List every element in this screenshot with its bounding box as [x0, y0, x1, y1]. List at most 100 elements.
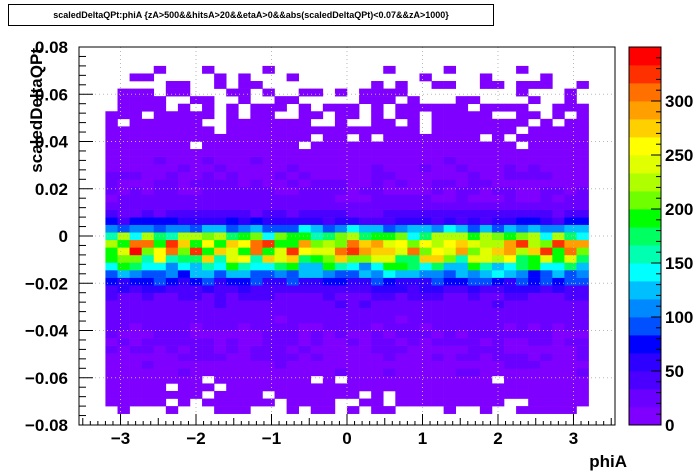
heatmap-cell [214, 353, 227, 362]
heatmap-cell [383, 156, 396, 165]
heatmap-cell [383, 186, 396, 195]
heatmap-cell [334, 345, 348, 354]
heatmap-cell [504, 353, 517, 362]
heatmap-cell [504, 330, 517, 339]
colorbar-tick-label: 100 [665, 308, 693, 327]
y-tick-label: 0 [59, 227, 68, 246]
heatmap-cell [250, 179, 263, 188]
heatmap-cell [177, 209, 191, 218]
heatmap-cell [576, 141, 589, 150]
heatmap-cell [564, 194, 577, 203]
heatmap-cell [274, 254, 287, 263]
heatmap-cell [516, 375, 529, 384]
heatmap-cell [395, 111, 408, 120]
heatmap-cell [298, 217, 312, 225]
heatmap-cell [528, 194, 541, 203]
heatmap-cell [552, 390, 565, 399]
heatmap-cell [443, 360, 457, 369]
heatmap-cell [419, 270, 432, 278]
heatmap-cell [443, 406, 457, 414]
heatmap-cell [322, 126, 336, 135]
heatmap-cell [564, 239, 577, 248]
heatmap-cell [504, 217, 517, 225]
x-axis-title: phiA [589, 452, 627, 471]
heatmap-cell [479, 375, 493, 384]
heatmap-cell [540, 247, 553, 256]
heatmap-cell [491, 164, 505, 173]
heatmap-cell [274, 164, 287, 173]
heatmap-cell [576, 277, 589, 286]
heatmap-cell [431, 285, 444, 293]
heatmap-cell [177, 262, 191, 271]
heatmap-cell [540, 330, 553, 339]
heatmap-cell [250, 81, 263, 89]
heatmap-cell [467, 254, 481, 263]
heatmap-cell [262, 65, 275, 74]
heatmap-cell [407, 217, 420, 225]
heatmap-cell [105, 375, 118, 384]
heatmap-cell [189, 96, 203, 104]
heatmap-cell [443, 194, 457, 203]
heatmap-cell [528, 262, 541, 271]
colorbar-swatch [629, 317, 661, 336]
heatmap-cell [455, 292, 469, 301]
heatmap-cell [576, 345, 589, 354]
heatmap-cell [479, 322, 493, 331]
heatmap-cell [298, 239, 312, 248]
heatmap-cell [395, 307, 408, 316]
heatmap-cell [564, 277, 577, 286]
heatmap-cell [117, 103, 130, 112]
heatmap-cell [189, 232, 203, 241]
heatmap-cell [165, 262, 179, 271]
heatmap-cell [214, 322, 227, 331]
heatmap-cell [238, 164, 251, 173]
heatmap-cell [334, 186, 348, 195]
heatmap-cell [552, 179, 565, 188]
heatmap-cell [105, 398, 118, 407]
heatmap-cell [347, 209, 360, 218]
heatmap-cell [298, 322, 312, 331]
heatmap-cell [504, 224, 517, 233]
heatmap-cell [238, 247, 251, 256]
heatmap-cell [479, 171, 493, 180]
heatmap-cell [117, 126, 130, 135]
heatmap-cell [516, 270, 529, 278]
heatmap-cell [298, 103, 312, 112]
heatmap-cell [395, 375, 408, 384]
heatmap-cell [153, 390, 167, 399]
heatmap-cell [467, 315, 481, 324]
heatmap-cell [298, 156, 312, 165]
heatmap-cell [177, 81, 191, 89]
heatmap-cell [298, 111, 312, 120]
heatmap-cell [250, 254, 263, 263]
heatmap-cell [540, 73, 553, 82]
heatmap-cell [202, 239, 215, 248]
heatmap-cell [141, 307, 155, 316]
heatmap-cell [165, 292, 179, 301]
heatmap-cell [540, 171, 553, 180]
heatmap-cell [298, 277, 312, 286]
heatmap-cell [371, 224, 384, 233]
heatmap-cell [540, 217, 553, 225]
heatmap-cell [202, 201, 215, 210]
heatmap-cell [202, 186, 215, 195]
heatmap-cell [407, 390, 420, 399]
heatmap-cell [274, 383, 287, 392]
heatmap-cell [117, 300, 130, 309]
heatmap-cell [322, 232, 336, 241]
heatmap-cell [153, 186, 167, 195]
heatmap-cell [310, 88, 324, 97]
heatmap-cell [455, 368, 469, 377]
heatmap-cell [528, 307, 541, 316]
heatmap-cell [431, 300, 444, 309]
heatmap-cell [153, 201, 167, 210]
heatmap-cell [226, 322, 239, 331]
heatmap-cell [322, 330, 336, 339]
heatmap-cell [141, 390, 155, 399]
heatmap-cell [576, 338, 589, 346]
heatmap-cell [310, 232, 324, 241]
heatmap-cell [347, 322, 360, 331]
heatmap-cell [419, 315, 432, 324]
heatmap-cell [383, 179, 396, 188]
heatmap-cell [540, 285, 553, 293]
